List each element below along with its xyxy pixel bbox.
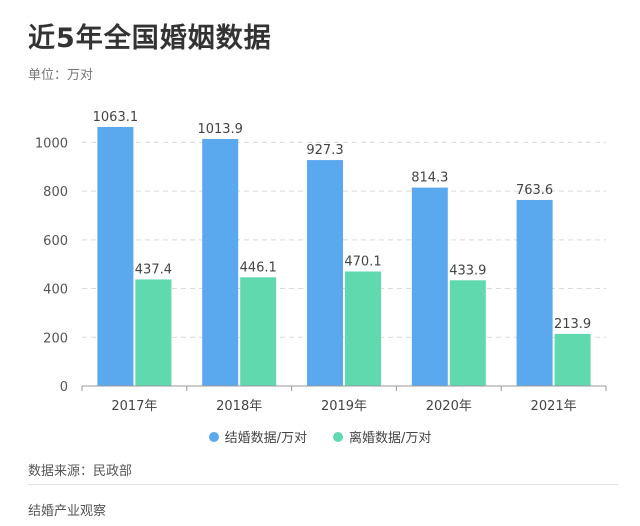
x-tick-label: 2017年 [111, 399, 157, 414]
chart-title: 近5年全国婚姻数据 [28, 23, 272, 54]
legend-marker-divorce [333, 431, 343, 442]
bar-divorce [240, 277, 277, 386]
y-tick-label: 200 [43, 331, 68, 346]
data-labels: 1063.1 437.4 1013.9 446.1 927.3 470.1 814.3 433… [93, 110, 592, 332]
bar-marriage [516, 199, 553, 386]
bar-marriage [97, 126, 134, 387]
bar-divorce [345, 271, 381, 386]
data-label-divorce: 213.9 [554, 317, 591, 332]
divider [28, 484, 618, 485]
y-tick-label: 600 [43, 234, 68, 249]
bar-marriage [307, 160, 343, 386]
data-label-marriage: 1063.1 [93, 110, 139, 125]
unit-label: 单位：万对 [28, 68, 94, 83]
data-label-divorce: 470.1 [344, 254, 381, 269]
data-label-divorce: 433.9 [449, 263, 486, 278]
y-tick-label: 800 [43, 185, 68, 200]
y-tick-label: 0 [60, 380, 68, 395]
data-label-marriage: 814.3 [411, 171, 448, 186]
x-tick-label: 2021年 [531, 399, 577, 414]
axes: 0 200 400 600 800 1000 2017年 2018年 2019年 2020年 202… [35, 136, 607, 414]
bar-marriage [411, 187, 448, 386]
x-tick-label: 2018年 [216, 399, 262, 414]
source-note: 数据来源：民政部 [28, 464, 133, 479]
legend-marker-marriage [208, 431, 219, 442]
footer-brand: 结婚产业观察 [28, 504, 107, 519]
bar-divorce [449, 280, 486, 386]
legend: 结婚数据/万对 离婚数据/万对 [0, 427, 640, 446]
legend-label-marriage: 结婚数据/万对 [224, 431, 307, 446]
data-label-marriage: 927.3 [306, 143, 343, 158]
bar-marriage [202, 138, 239, 386]
data-label-marriage: 1013.9 [197, 122, 243, 137]
data-label-marriage: 763.6 [516, 183, 553, 198]
x-tick-label: 2020年 [426, 399, 472, 414]
bar-divorce [135, 279, 172, 386]
bars [97, 126, 591, 387]
legend-label-divorce: 离婚数据/万对 [349, 431, 432, 446]
legend-item-divorce: 离婚数据/万对 [333, 427, 431, 446]
legend-item-marriage: 结婚数据/万对 [208, 427, 307, 446]
bar-chart: 1063.1 437.4 1013.9 446.1 927.3 470.1 814.3 433… [35, 110, 607, 414]
data-label-divorce: 437.4 [135, 262, 172, 277]
x-tick-label: 2019年 [321, 399, 367, 414]
y-tick-label: 1000 [35, 136, 68, 151]
data-label-divorce: 446.1 [240, 260, 277, 275]
y-tick-label: 400 [43, 283, 68, 298]
bar-divorce [554, 333, 591, 386]
